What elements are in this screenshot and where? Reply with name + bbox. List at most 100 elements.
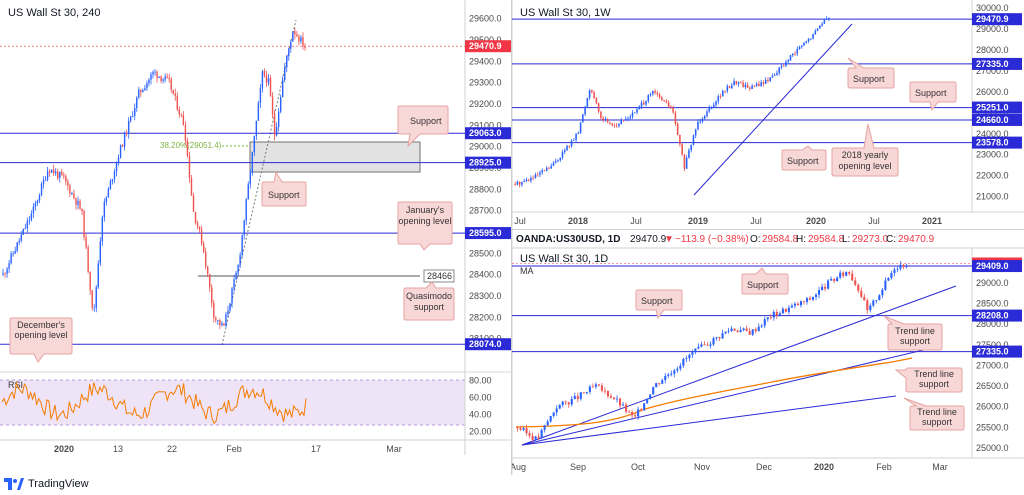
d1-candle-body — [772, 311, 775, 318]
w1-candle-body — [746, 84, 749, 88]
d1-candle-body — [830, 279, 833, 281]
h4-candle-body — [48, 171, 51, 173]
w1-chart-panel[interactable]: US Wall St 30, 1W 30000.0 29000.0 28000.0 2… — [512, 0, 1024, 230]
w1-candle-body — [778, 67, 781, 73]
w1-xtick: 2019 — [688, 216, 708, 226]
w1-candle-body — [681, 144, 683, 155]
h4-candle-body — [87, 247, 89, 273]
d1-ytick: 25500.0 — [976, 422, 1009, 432]
w1-callout-yearly-open-text: 2018 yearly opening level — [838, 150, 892, 171]
d1-candle-body — [664, 375, 667, 381]
h4-candle-body — [107, 188, 110, 198]
h4-chart-panel[interactable]: 38.20%(29051.4) 28466 US Wall St 30, 240… — [0, 0, 512, 475]
d1-candle-body — [706, 344, 709, 346]
w1-candle-body — [631, 112, 634, 117]
d1-candle-body — [579, 392, 582, 399]
h4-candle-body — [129, 116, 132, 121]
h4-candle-body — [142, 90, 144, 93]
h4-candle-body — [103, 201, 106, 218]
d1-candle-body — [802, 301, 806, 303]
w1-candle-body — [798, 46, 801, 50]
rsi-label: RSI — [8, 380, 23, 390]
d1-xtick: Feb — [876, 462, 892, 472]
h4-candle-body — [219, 320, 221, 326]
d1-candle-body — [854, 280, 857, 285]
h4-ytick: 28800.0 — [469, 184, 502, 194]
w1-candle-body — [550, 165, 553, 169]
h4-candle-body — [211, 287, 213, 304]
h4-chart-svg[interactable]: 38.20%(29051.4) 28466 US Wall St 30, 240… — [0, 0, 512, 475]
h4-candle-body — [95, 287, 97, 308]
tradingview-brand: TradingView — [28, 478, 89, 490]
d1-xtick: Mar — [932, 462, 948, 472]
d1-header-o-label: O: — [750, 234, 761, 245]
w1-candle-body — [692, 135, 695, 145]
w1-candle-body — [663, 100, 665, 102]
w1-candle-body — [735, 80, 738, 85]
h4-candle-body — [263, 71, 266, 76]
d1-candle-body — [833, 279, 836, 282]
h4-price-tag-label: 28595.0 — [469, 228, 502, 238]
d1-candle-body — [890, 273, 893, 278]
w1-candle-body — [638, 106, 641, 110]
h4-candle-body — [121, 145, 124, 147]
w1-ytick: 28000.0 — [976, 45, 1009, 55]
w1-candle-body — [584, 106, 586, 115]
w1-candle-body — [762, 82, 765, 84]
h4-candle-body — [217, 320, 219, 321]
h4-candle-body — [22, 228, 24, 235]
w1-price-tag-label: 27335.0 — [976, 59, 1009, 69]
h4-candle-body — [259, 87, 262, 104]
w1-candle-body — [670, 106, 672, 108]
h4-candle-body — [83, 211, 85, 238]
w1-chart-svg[interactable]: US Wall St 30, 1W 30000.0 29000.0 28000.0 2… — [512, 0, 1024, 230]
tradingview-logo-icon — [4, 478, 24, 490]
w1-candle-body — [561, 151, 564, 158]
h4-candle-body — [77, 200, 79, 205]
d1-ytick: 26000.0 — [976, 402, 1009, 412]
d1-candle-body — [631, 412, 634, 416]
h4-candle-body — [196, 222, 199, 228]
d1-candle-body — [697, 346, 700, 349]
w1-candle-body — [771, 76, 774, 78]
d1-candle-body — [778, 313, 781, 316]
h4-candle-body — [277, 111, 280, 128]
h4-candle-body — [99, 241, 102, 264]
w1-ytick: 26000.0 — [976, 87, 1009, 97]
d1-candle-body — [799, 301, 803, 306]
d1-callout-support-1-text: Support — [641, 296, 673, 306]
d1-header-h: 29584.8 — [808, 234, 845, 245]
w1-candle-body — [685, 157, 688, 169]
d1-candle-body — [863, 296, 866, 301]
level-28466-label: 28466 — [427, 271, 452, 281]
d1-candle-body — [540, 429, 543, 438]
d1-candle-body — [597, 384, 600, 386]
d1-candle-body — [718, 337, 721, 339]
w1-candle-body — [559, 157, 562, 161]
rsi-line — [1, 380, 307, 425]
d1-candle-body — [763, 319, 766, 326]
d1-candle-body — [555, 408, 558, 413]
h4-candle-body — [34, 203, 37, 207]
h4-price-tag — [465, 227, 512, 240]
d1-header-last: 29470.9 — [630, 234, 667, 245]
h4-candle-body — [190, 178, 193, 196]
w1-price-tag — [972, 57, 1022, 70]
d1-candle-body — [609, 396, 613, 398]
d1-candle-body — [851, 273, 854, 281]
h4-candle-body — [265, 75, 268, 83]
d1-candle-body — [875, 300, 878, 301]
h4-candle-body — [162, 79, 164, 81]
d1-ytick: 26500.0 — [976, 381, 1009, 391]
h4-candle-body — [239, 255, 241, 265]
d1-candle-body — [766, 317, 769, 320]
w1-candle-body — [658, 94, 661, 98]
h4-candle-body — [138, 89, 140, 98]
w1-candle-body — [828, 17, 830, 19]
d1-chart-svg[interactable]: OANDA:US30USD, 1D 29470.9 ▼ −113.9 (−0.3… — [512, 230, 1024, 475]
d1-candle-body — [811, 296, 815, 300]
d1-chart-panel[interactable]: OANDA:US30USD, 1D 29470.9 ▼ −113.9 (−0.3… — [512, 230, 1024, 475]
w1-ytick: 24000.0 — [976, 129, 1009, 139]
d1-candle-body — [899, 264, 902, 269]
h4-candle-body — [200, 229, 203, 244]
